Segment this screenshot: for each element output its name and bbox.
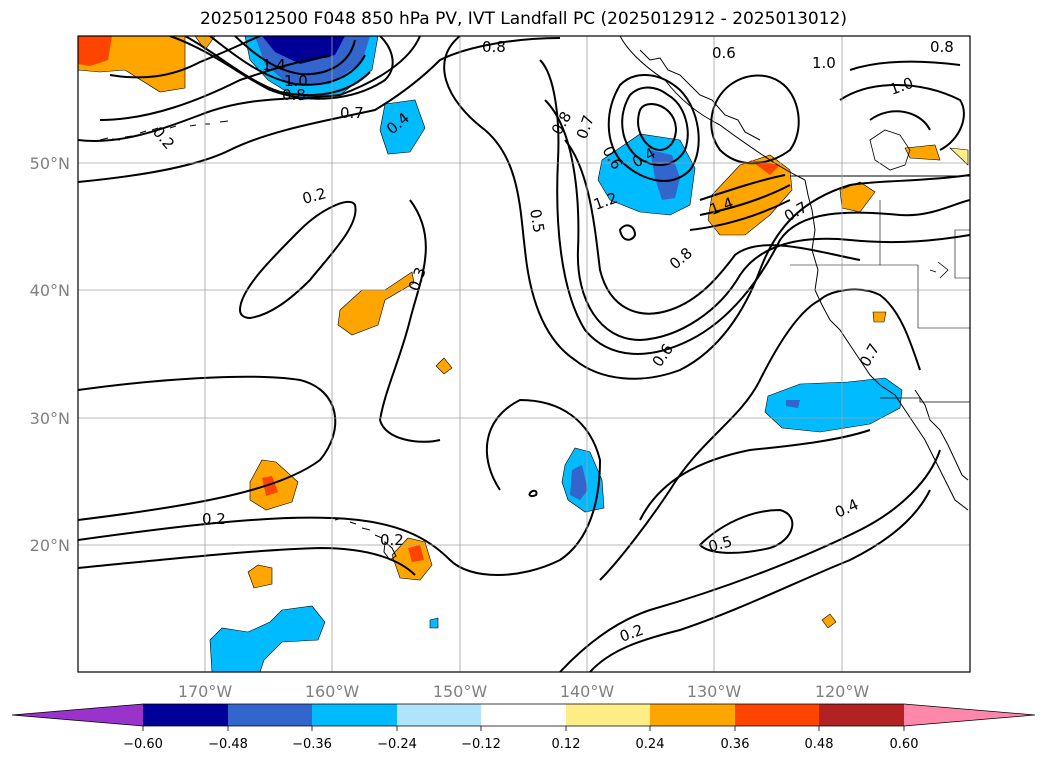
- contour-line: [169, 36, 394, 100]
- colorbar-tick-label: 0.48: [805, 737, 834, 752]
- contour-label: 0.2: [300, 184, 328, 208]
- contour-label: 0.8: [930, 38, 954, 56]
- contour-line: [109, 36, 261, 79]
- contour-label: 1.0: [812, 54, 836, 72]
- colorbar-segment: [566, 704, 650, 726]
- lat-tick-label: 30°N: [30, 409, 70, 428]
- colorbar-extend-low: [12, 704, 143, 726]
- lat-tick-label: 40°N: [30, 281, 70, 300]
- lon-tick-label: 130°W: [687, 682, 742, 701]
- lat-tick-label: 20°N: [30, 536, 70, 555]
- lon-tick-label: 140°W: [560, 682, 615, 701]
- colorbar-extend-high: [904, 704, 1035, 726]
- gridlines: [78, 36, 970, 672]
- contour-label: 0.6: [712, 44, 736, 62]
- colorbar-tick-label: 0.60: [890, 737, 919, 752]
- anomaly-negative-155w: [379, 99, 426, 155]
- latitude-tick-labels: 50°N 40°N 30°N 20°N: [30, 154, 70, 555]
- lon-tick-label: 170°W: [178, 682, 233, 701]
- colorbar-segment: [819, 704, 904, 726]
- contour-line: [78, 37, 561, 183]
- colorbar-tick-label: 0.36: [721, 737, 750, 752]
- colorbar-segment: [481, 704, 566, 726]
- colorbar-segment: [312, 704, 397, 726]
- border-us-mexico: [880, 397, 970, 403]
- contour-label: 0.5: [526, 208, 548, 235]
- lon-tick-label: 150°W: [433, 682, 488, 701]
- colorbar-segment: [228, 704, 312, 726]
- colorbar-segment: [650, 704, 735, 726]
- anomaly-negative-122w: [764, 377, 903, 433]
- colorbar-tick-label: −0.24: [377, 737, 417, 752]
- colorbar-tick-label: −0.48: [208, 737, 248, 752]
- colorbar-tick-label: −0.60: [123, 737, 163, 752]
- shaded-anomaly-regions: [78, 36, 969, 672]
- colorbar: −0.60 −0.48 −0.36 −0.24 −0.12 0.12 0.24 …: [11, 703, 1036, 752]
- contour-label: 0.8: [482, 38, 506, 56]
- contour-label: 0.5: [706, 532, 734, 556]
- colorbar-segment: [143, 704, 228, 726]
- contour-label: 0.2: [380, 531, 404, 549]
- colorbar-tick-label: −0.36: [292, 737, 332, 752]
- contour-label: 0.2: [202, 510, 226, 528]
- contour-line: [539, 59, 970, 355]
- anomaly-negative-sw: [209, 605, 326, 672]
- contour-line: [184, 36, 371, 97]
- map-frame: [77, 35, 971, 673]
- coast-alaska: [619, 36, 806, 181]
- contour-line: [209, 36, 366, 86]
- coast-north-america: [804, 179, 969, 511]
- coastlines: [99, 36, 970, 561]
- contour-line: [78, 36, 421, 142]
- contour-label: 0.7: [340, 104, 364, 122]
- lat-tick-label: 50°N: [30, 154, 70, 173]
- coast-hawaii: [334, 517, 397, 561]
- colorbar-tick-label: −0.12: [461, 737, 501, 752]
- colorbar-segment: [397, 704, 481, 726]
- lon-tick-label: 120°W: [815, 682, 870, 701]
- contour-label: 0.8: [282, 86, 306, 104]
- colorbar-segment: [735, 704, 819, 726]
- contour-label: 1.4: [262, 56, 286, 74]
- longitude-tick-labels: 170°W 160°W 150°W 140°W 130°W 120°W: [178, 682, 870, 701]
- contour-line: [238, 200, 357, 320]
- colorbar-tick-label: 0.12: [552, 737, 581, 752]
- colorbar-tick-label: 0.24: [636, 737, 665, 752]
- contour-line: [99, 55, 331, 121]
- colorbar-tick-marks: [142, 726, 905, 731]
- map-background: [78, 36, 970, 672]
- lon-tick-label: 160°W: [305, 682, 360, 701]
- contour-label: 1.0: [284, 72, 308, 90]
- map-title: 2025012500 F048 850 hPa PV, IVT Landfall…: [199, 9, 847, 29]
